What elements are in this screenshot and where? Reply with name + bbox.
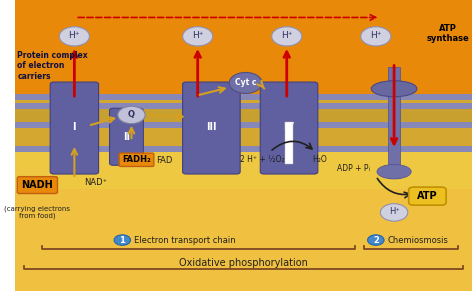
Text: H⁺: H⁺ (370, 31, 382, 40)
Bar (15, 100, 472, 103)
Text: ATP: ATP (417, 191, 438, 201)
Text: Oxidative phosphorylation: Oxidative phosphorylation (179, 258, 308, 268)
Text: 1: 1 (119, 236, 125, 244)
Text: 2: 2 (373, 236, 379, 244)
Text: (carrying electrons
from food): (carrying electrons from food) (4, 205, 70, 219)
Text: IV: IV (283, 122, 294, 132)
Bar (15, 122, 472, 128)
Text: H⁺: H⁺ (389, 207, 400, 216)
Text: NADH: NADH (21, 180, 53, 190)
Circle shape (380, 204, 408, 221)
Text: FAD: FAD (155, 156, 172, 165)
FancyBboxPatch shape (260, 82, 318, 174)
Text: ADP + Pᵢ: ADP + Pᵢ (337, 164, 369, 173)
Circle shape (182, 27, 213, 46)
Text: III: III (206, 122, 217, 132)
Text: 2 H⁺ + ½O₂: 2 H⁺ + ½O₂ (240, 155, 285, 164)
Bar (15, 108, 472, 147)
Ellipse shape (371, 81, 417, 97)
Text: Protein complex
of electron
carriers: Protein complex of electron carriers (17, 51, 88, 81)
Circle shape (272, 27, 302, 46)
Bar (15, 128, 472, 146)
Circle shape (229, 72, 262, 93)
Text: H⁺: H⁺ (192, 31, 203, 40)
FancyBboxPatch shape (409, 187, 446, 205)
Text: Electron transport chain: Electron transport chain (134, 236, 236, 244)
Circle shape (361, 27, 391, 46)
Bar (285, 122, 292, 164)
Text: Cyt c: Cyt c (235, 79, 256, 87)
Text: Q: Q (128, 111, 135, 119)
Circle shape (368, 235, 384, 245)
Circle shape (118, 106, 145, 124)
Text: H⁺: H⁺ (281, 31, 292, 40)
Text: ATP
synthase: ATP synthase (427, 24, 469, 43)
Bar (15, 94, 472, 100)
Text: Chemiosmosis: Chemiosmosis (387, 236, 448, 244)
Text: H₂O: H₂O (313, 155, 328, 164)
Text: II: II (123, 132, 130, 142)
Circle shape (59, 27, 90, 46)
FancyBboxPatch shape (50, 82, 99, 174)
Text: FADH₂: FADH₂ (122, 155, 151, 164)
FancyBboxPatch shape (182, 82, 240, 174)
Text: NAD⁺: NAD⁺ (84, 178, 108, 187)
Bar (388, 67, 400, 178)
Bar (15, 103, 472, 109)
FancyBboxPatch shape (17, 177, 57, 194)
Text: H⁺: H⁺ (69, 31, 80, 40)
Bar (15, 146, 472, 152)
Bar (15, 151, 472, 189)
FancyBboxPatch shape (119, 153, 154, 166)
Polygon shape (15, 0, 472, 189)
Text: I: I (73, 122, 76, 132)
Circle shape (114, 235, 130, 245)
Polygon shape (15, 189, 472, 291)
FancyBboxPatch shape (109, 108, 143, 165)
Ellipse shape (377, 164, 411, 179)
